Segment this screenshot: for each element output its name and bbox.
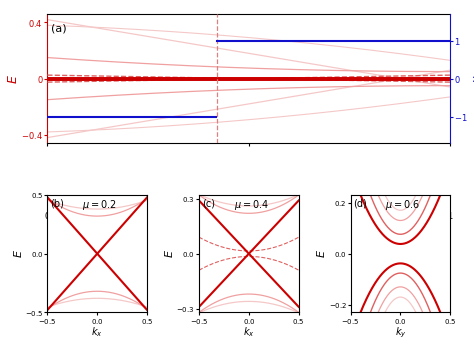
Text: $\mu=0.6$: $\mu=0.6$ <box>385 199 420 212</box>
Text: $0.5$: $0.5$ <box>242 210 256 221</box>
Y-axis label: $E$: $E$ <box>7 74 20 84</box>
Text: $\mu=0.4$: $\mu=0.4$ <box>234 199 269 212</box>
Text: $\dot{\mu}$: $\dot{\mu}$ <box>354 210 362 225</box>
Y-axis label: $E$: $E$ <box>11 249 24 258</box>
X-axis label: $k_y$: $k_y$ <box>394 326 406 340</box>
Text: $1$: $1$ <box>447 210 454 221</box>
Y-axis label: $E$: $E$ <box>163 249 175 258</box>
Text: $\mu_c$: $\mu_c$ <box>210 210 223 222</box>
Y-axis label: $E$: $E$ <box>315 249 327 258</box>
Text: $0$: $0$ <box>44 210 51 221</box>
Text: (a): (a) <box>51 23 67 33</box>
Text: (b): (b) <box>50 199 64 208</box>
X-axis label: $k_x$: $k_x$ <box>91 326 103 339</box>
Y-axis label: $\nu$: $\nu$ <box>471 74 474 83</box>
Text: $\mu=0.2$: $\mu=0.2$ <box>82 199 117 212</box>
Text: (c): (c) <box>202 199 215 208</box>
Text: (d): (d) <box>354 199 367 208</box>
X-axis label: $k_x$: $k_x$ <box>243 326 255 339</box>
